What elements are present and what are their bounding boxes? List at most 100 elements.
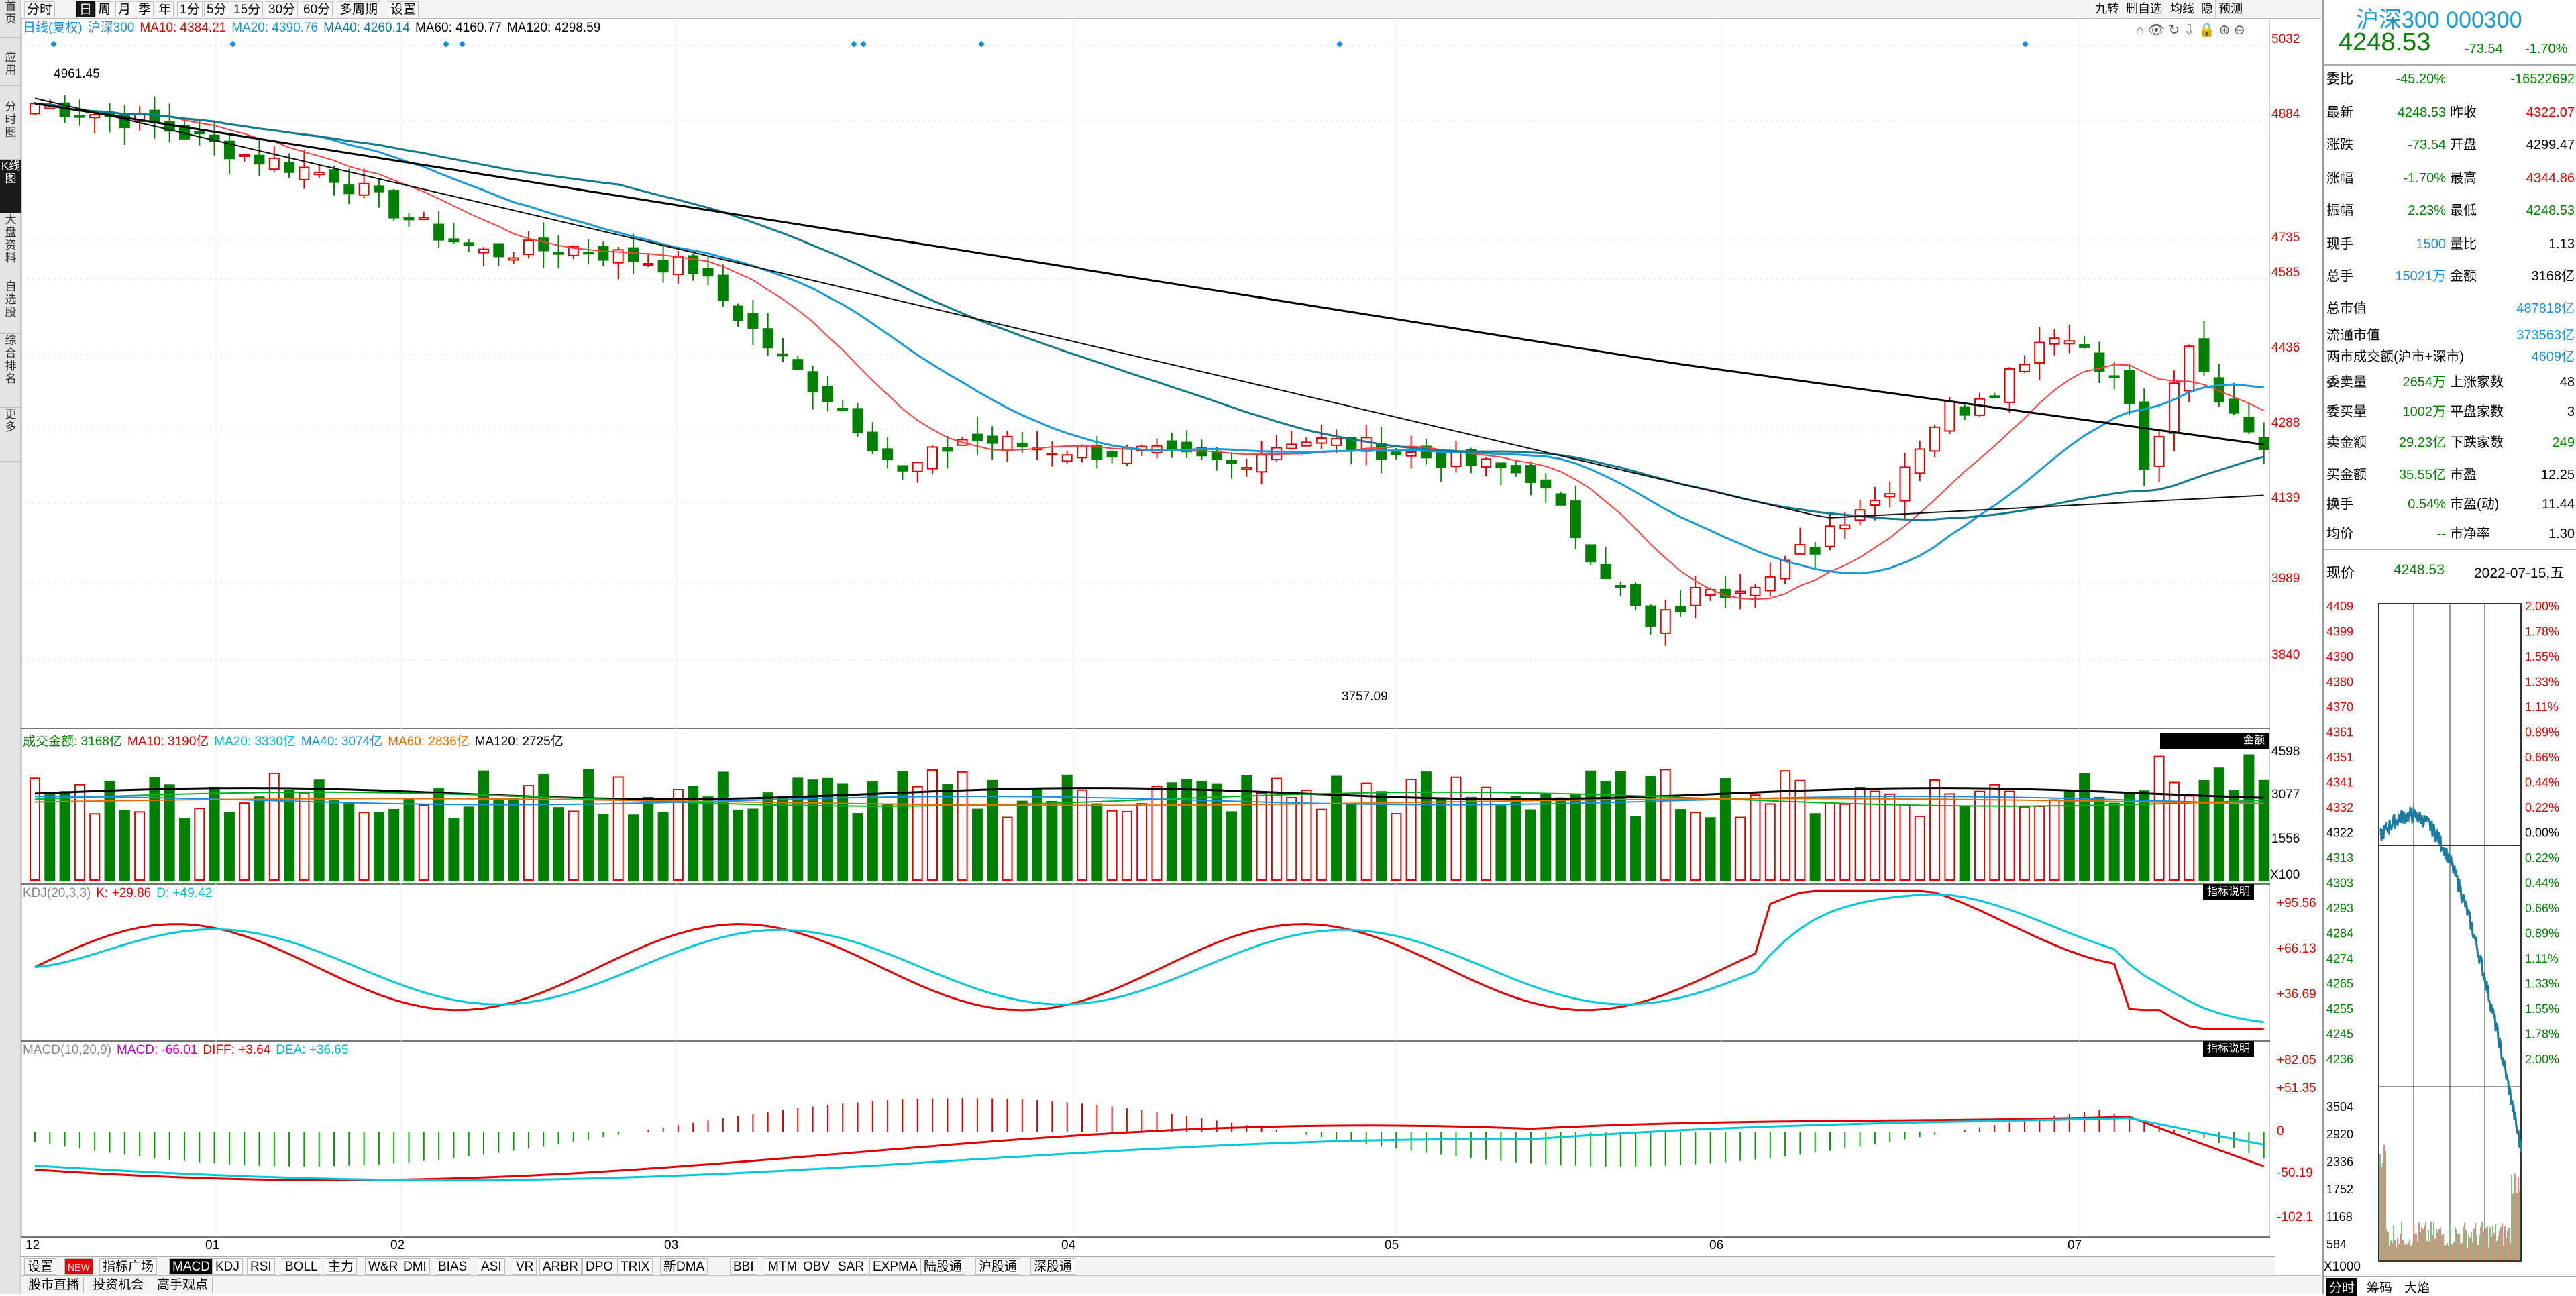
remove-watchlist-button[interactable]: 删自选 — [2123, 0, 2165, 18]
volume-bar — [358, 812, 370, 881]
volume-bar — [882, 804, 894, 881]
intraday-chart[interactable]: 4409 4399 4390 4380 4370 4361 4351 4341 4332 4322… — [2324, 590, 2576, 1268]
kdj-help-button[interactable]: 指标说明 — [2203, 884, 2255, 900]
mini-tab-flame[interactable]: 大焰 — [2404, 1281, 2430, 1295]
indicator-tab[interactable]: 指标广场 — [99, 1258, 158, 1275]
indicator-tab[interactable]: SAR — [835, 1258, 868, 1275]
mini-price-label: 4255 — [2326, 1002, 2353, 1016]
indicator-tab[interactable]: BOLL — [282, 1258, 321, 1275]
indicator-tab[interactable]: DPO — [582, 1258, 617, 1275]
indicator-tab[interactable]: ARBR — [539, 1258, 582, 1275]
indicator-tab[interactable]: 深股通 — [1030, 1258, 1076, 1275]
indicator-tab[interactable]: DMI — [400, 1258, 430, 1275]
indicator-tab[interactable]: 陆股通 — [920, 1258, 966, 1275]
x-tick-label: 12 — [25, 1238, 40, 1252]
period-30min[interactable]: 30分 — [266, 1, 299, 17]
candle-body — [538, 237, 549, 252]
settings-tab[interactable]: 设置 — [388, 1, 419, 17]
sidebar-item-watchlist[interactable]: 自选股 — [0, 280, 21, 334]
candle-body — [628, 247, 639, 262]
period-year[interactable]: 年 — [156, 1, 174, 17]
indicator-tab[interactable]: MACD — [169, 1258, 213, 1275]
link-live[interactable]: 股市直播 — [24, 1277, 85, 1293]
quote-row: 委买量 1002万 平盘家数 3 — [2324, 398, 2576, 425]
volume-bar — [957, 771, 968, 881]
quote-key: 涨跌 — [2326, 138, 2353, 152]
low-price-mark: 3757.09 — [1342, 690, 1388, 704]
sidebar-item-home[interactable]: 首页 — [0, 0, 21, 38]
link-expert[interactable]: 高手观点 — [153, 1277, 213, 1293]
volume-bar — [643, 797, 654, 881]
volume-bar — [1376, 791, 1387, 881]
indicator-tab[interactable]: 新DMA — [660, 1258, 708, 1275]
period-60min[interactable]: 60分 — [301, 1, 333, 17]
indicator-tab[interactable]: ASI — [478, 1258, 505, 1275]
indicator-tab[interactable]: EXPMA — [869, 1258, 921, 1275]
period-day[interactable]: 日 — [76, 1, 95, 17]
nine-turn-button[interactable]: 九转 — [2092, 0, 2122, 18]
period-multi[interactable]: 多周期 — [337, 1, 381, 17]
indicator-tab[interactable]: 主力 — [325, 1258, 358, 1275]
candle-body — [643, 263, 654, 266]
vol-ma10: MA10: 3190亿 — [127, 735, 209, 749]
indicator-tab[interactable]: W&R — [365, 1258, 402, 1275]
vol-ma40-line — [35, 796, 2264, 806]
period-month[interactable]: 月 — [115, 1, 134, 17]
candle-body — [2108, 375, 2120, 378]
left-sidebar: 首页 应用 分时图 K线图 大盘资料 自选股 综合排名 更多 — [0, 0, 21, 1294]
indicator-tab[interactable]: KDJ — [212, 1258, 243, 1275]
sidebar-item-kline[interactable]: K线图 — [0, 160, 21, 213]
link-opportunity[interactable]: 投资机会 — [89, 1277, 149, 1293]
mini-price-label: 4341 — [2326, 776, 2353, 790]
volume-bar — [1794, 779, 1806, 881]
indicator-tab[interactable]: BBI — [730, 1258, 757, 1275]
period-1min[interactable]: 1分 — [177, 1, 203, 17]
indicator-tab[interactable]: BIAS — [435, 1258, 471, 1275]
indicator-tab[interactable]: MTM — [765, 1258, 801, 1275]
quote-value2: 4322.07 — [2526, 105, 2575, 120]
indicator-tab[interactable]: OBV — [800, 1258, 834, 1275]
candle-body — [2139, 401, 2150, 471]
sidebar-item-ranking[interactable]: 综合排名 — [0, 334, 21, 408]
volume-bar — [1570, 794, 1581, 881]
quote-value2: 12.25 — [2540, 468, 2575, 482]
period-5min[interactable]: 5分 — [204, 1, 229, 17]
macd-label: MACD(10,20,9) — [23, 1043, 111, 1057]
volume-bar — [612, 776, 624, 881]
hide-button[interactable]: 隐 — [2198, 0, 2216, 18]
indicator-tab[interactable]: 沪股通 — [975, 1258, 1021, 1275]
candle-body — [329, 169, 339, 183]
mini-tab-timeshare[interactable]: 分时 — [2326, 1278, 2358, 1296]
candle-body — [30, 103, 40, 115]
sidebar-item-apps[interactable]: 应用 — [0, 51, 21, 86]
candle-body — [2153, 435, 2165, 467]
period-quarter[interactable]: 季 — [136, 1, 154, 17]
sidebar-item-market-data[interactable]: 大盘资料 — [0, 213, 21, 280]
sidebar-item-timeshare[interactable]: 分时图 — [0, 101, 21, 160]
intraday-price-line — [2379, 805, 2522, 1153]
candle-body — [2198, 338, 2210, 372]
indicator-tab[interactable]: 设置 — [24, 1258, 57, 1275]
candle-body — [1016, 442, 1028, 447]
quote-key2: 平盘家数 — [2450, 404, 2504, 419]
quote-key: 委买量 — [2326, 404, 2367, 419]
period-15min[interactable]: 15分 — [231, 1, 264, 17]
mini-tab-chips[interactable]: 筹码 — [2367, 1281, 2393, 1295]
candle-body — [733, 305, 744, 321]
candle-body — [239, 154, 250, 157]
chart-tool-icons[interactable]: ⌂ 👁 ↻ ⇩ 🔒 ⊕ ⊖ — [2136, 23, 2245, 38]
forecast-button[interactable]: 预测 — [2215, 0, 2245, 18]
kline-chart[interactable] — [21, 19, 2270, 1238]
sidebar-item-more[interactable]: 更多 — [0, 408, 21, 462]
period-timeshare[interactable]: 分时 — [24, 1, 56, 17]
ma-button[interactable]: 均线 — [2167, 0, 2197, 18]
period-week[interactable]: 周 — [95, 1, 114, 17]
volume-bar — [1660, 769, 1671, 881]
amount-unit-button[interactable]: 金额 — [2160, 733, 2269, 749]
indicator-tab[interactable]: NEW — [64, 1258, 93, 1275]
indicator-tab[interactable]: VR — [513, 1258, 537, 1275]
macd-help-button[interactable]: 指标说明 — [2203, 1041, 2255, 1057]
indicator-tab[interactable]: RSI — [247, 1258, 275, 1275]
indicator-tab[interactable]: TRIX — [617, 1258, 653, 1275]
